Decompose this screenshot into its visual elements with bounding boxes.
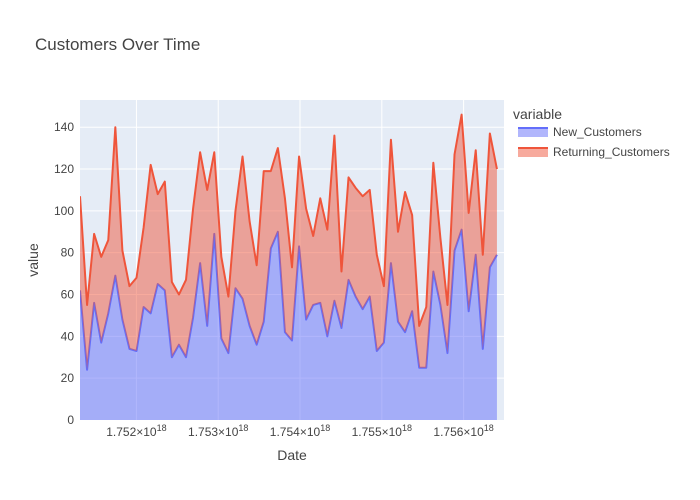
y-tick-label: 0 [67, 413, 74, 427]
series-layer [80, 113, 498, 420]
y-tick-label: 40 [61, 329, 75, 343]
y-tick-label: 20 [61, 371, 75, 385]
x-axis-ticks: 1.752×1018 1.753×1018 1.754×1018 1.755×1018… [106, 423, 494, 439]
x-tick-label: 1.753×1018 [188, 423, 248, 439]
y-tick-label: 100 [54, 204, 74, 218]
y-axis-ticks: 0 20 40 60 80 100 120 140 [54, 120, 74, 427]
x-tick-label: 1.754×1018 [270, 423, 330, 439]
x-tick-label: 1.755×1018 [352, 423, 412, 439]
y-tick-label: 80 [61, 246, 75, 260]
line-returning-customers [80, 113, 498, 327]
legend-item-returning-customers[interactable]: Returning_Customers [518, 145, 670, 159]
y-tick-label: 140 [54, 120, 74, 134]
x-tick-label: 1.752×1018 [106, 423, 166, 439]
legend-title: variable [513, 106, 562, 122]
area-new-customers [80, 229, 497, 420]
legend-item-new-customers[interactable]: New_Customers [518, 125, 642, 139]
legend-label: New_Customers [553, 125, 642, 139]
x-axis-title: Date [277, 447, 307, 463]
legend: variable New_Customers Returning_Customer… [513, 106, 670, 159]
legend-swatch [518, 128, 548, 137]
legend-swatch [518, 148, 548, 157]
y-tick-label: 60 [61, 288, 75, 302]
y-axis-title: value [25, 243, 41, 277]
chart-title: Customers Over Time [35, 35, 200, 54]
legend-label: Returning_Customers [553, 145, 670, 159]
x-tick-label: 1.756×1018 [433, 423, 493, 439]
y-tick-label: 120 [54, 162, 74, 176]
